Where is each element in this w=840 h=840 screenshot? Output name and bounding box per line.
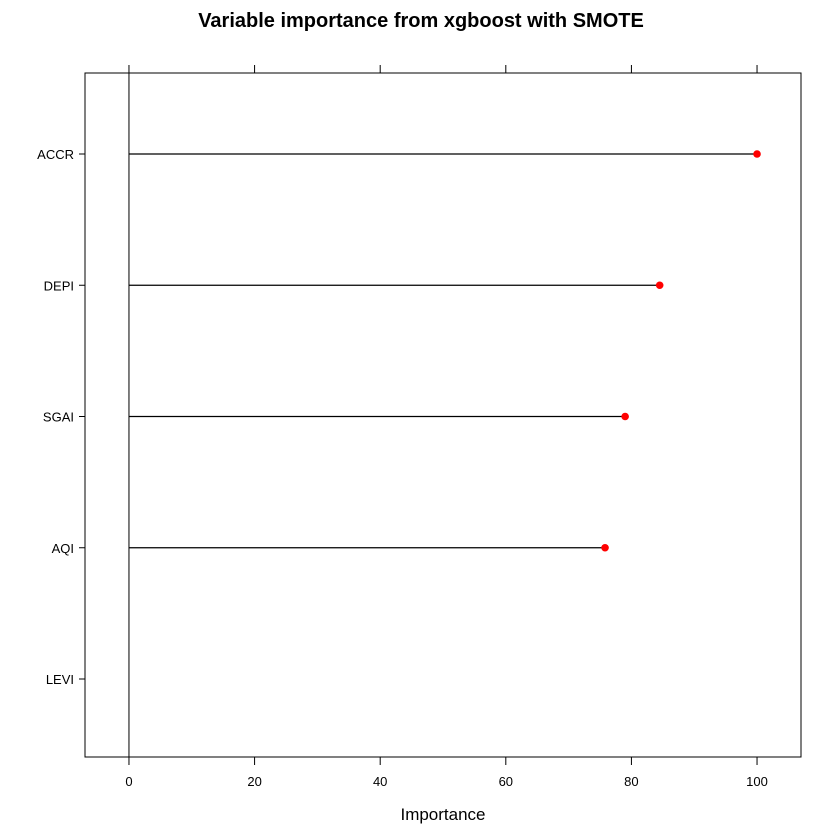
x-tick-label: 80: [624, 774, 638, 789]
lollipop-point: [753, 150, 761, 158]
x-tick-label: 40: [373, 774, 387, 789]
y-category-label: SGAI: [43, 410, 74, 425]
x-tick-label: 100: [746, 774, 768, 789]
lollipop-point: [601, 543, 609, 552]
plot-frame: [84, 72, 802, 758]
x-tick-label: 20: [247, 774, 261, 789]
x-tick-label: 0: [125, 774, 132, 789]
y-category-label: DEPI: [44, 278, 74, 293]
y-category-label: LEVI: [46, 672, 74, 687]
y-category-label: AQI: [52, 541, 74, 556]
y-category-label: ACCR: [37, 147, 74, 162]
chart-title: Variable importance from xgboost with SM…: [198, 10, 644, 32]
lollipop-point: [655, 281, 664, 290]
lollipop-point: [621, 412, 629, 421]
x-axis-title: Importance: [400, 805, 485, 824]
x-tick-label: 60: [499, 774, 513, 789]
